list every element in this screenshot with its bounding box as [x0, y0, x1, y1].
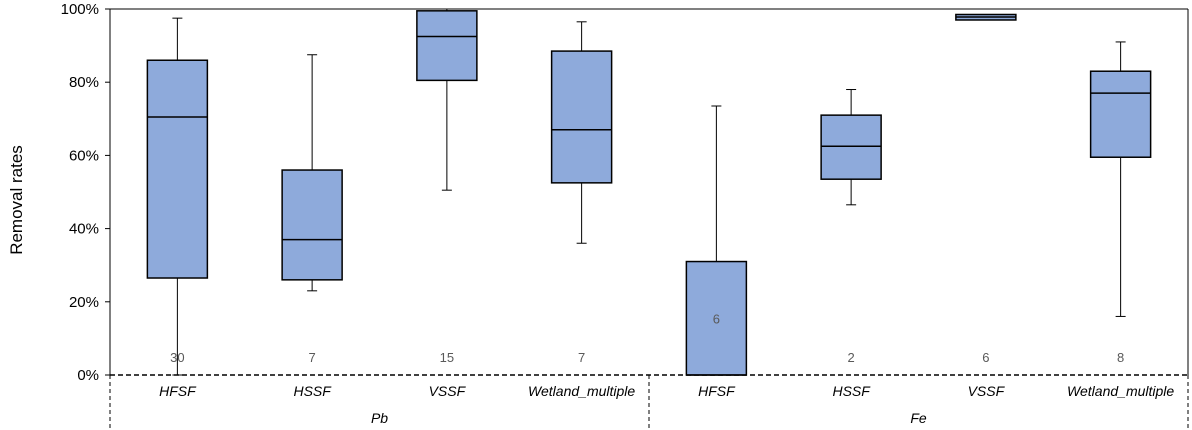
box-body — [281, 169, 343, 281]
x-category-label: HSSF — [832, 383, 871, 399]
box-pb-vssf — [416, 8, 478, 191]
box-body — [685, 260, 748, 376]
y-axis-label: Removal rates — [7, 145, 26, 255]
box-pb-wetland-multiple — [550, 21, 613, 244]
boxes-layer — [146, 8, 1152, 376]
axes-layer — [105, 8, 1189, 430]
y-tick-label: 80% — [69, 74, 99, 91]
y-tick-label: 40% — [69, 221, 99, 238]
box-pb-hfsf — [146, 17, 209, 376]
x-category-label: VSSF — [968, 383, 1006, 399]
y-tick-label: 100% — [61, 1, 99, 18]
box-body — [1089, 70, 1152, 158]
sample-count-label: 8 — [1117, 350, 1124, 365]
x-category-label: HFSF — [159, 383, 197, 399]
group-label: Fe — [910, 410, 927, 426]
sample-count-label: 6 — [713, 311, 720, 326]
box-body — [416, 10, 478, 82]
x-category-label: VSSF — [429, 383, 467, 399]
sample-count-label: 7 — [578, 350, 585, 365]
box-body — [550, 50, 613, 184]
x-category-label: Wetland_multiple — [1067, 383, 1174, 399]
group-label: Pb — [371, 410, 388, 426]
y-tick-label: 60% — [69, 147, 99, 164]
box-fe-hssf — [820, 89, 882, 206]
labels-layer: 0% 20% 40% 60% 80% 100% 30 HFSF 7 HSSF 15 VSSF 7 Wetl… — [61, 1, 1175, 426]
x-category-label: HFSF — [698, 383, 736, 399]
box-body — [146, 59, 209, 279]
box-pb-hssf — [281, 54, 343, 292]
sample-count-label: 6 — [982, 350, 989, 365]
box-fe-wetland-multiple — [1089, 41, 1152, 317]
sample-count-label: 7 — [309, 350, 316, 365]
sample-count-label: 2 — [848, 350, 855, 365]
sample-count-label: 30 — [170, 350, 184, 365]
y-tick-label: 0% — [77, 367, 99, 384]
y-tick-label: 20% — [69, 294, 99, 311]
box-fe-hfsf — [685, 105, 748, 376]
box-fe-vssf — [955, 13, 1017, 21]
x-category-label: Wetland_multiple — [528, 383, 635, 399]
box-body — [820, 114, 882, 180]
sample-count-label: 15 — [440, 350, 454, 365]
x-category-label: HSSF — [293, 383, 332, 399]
